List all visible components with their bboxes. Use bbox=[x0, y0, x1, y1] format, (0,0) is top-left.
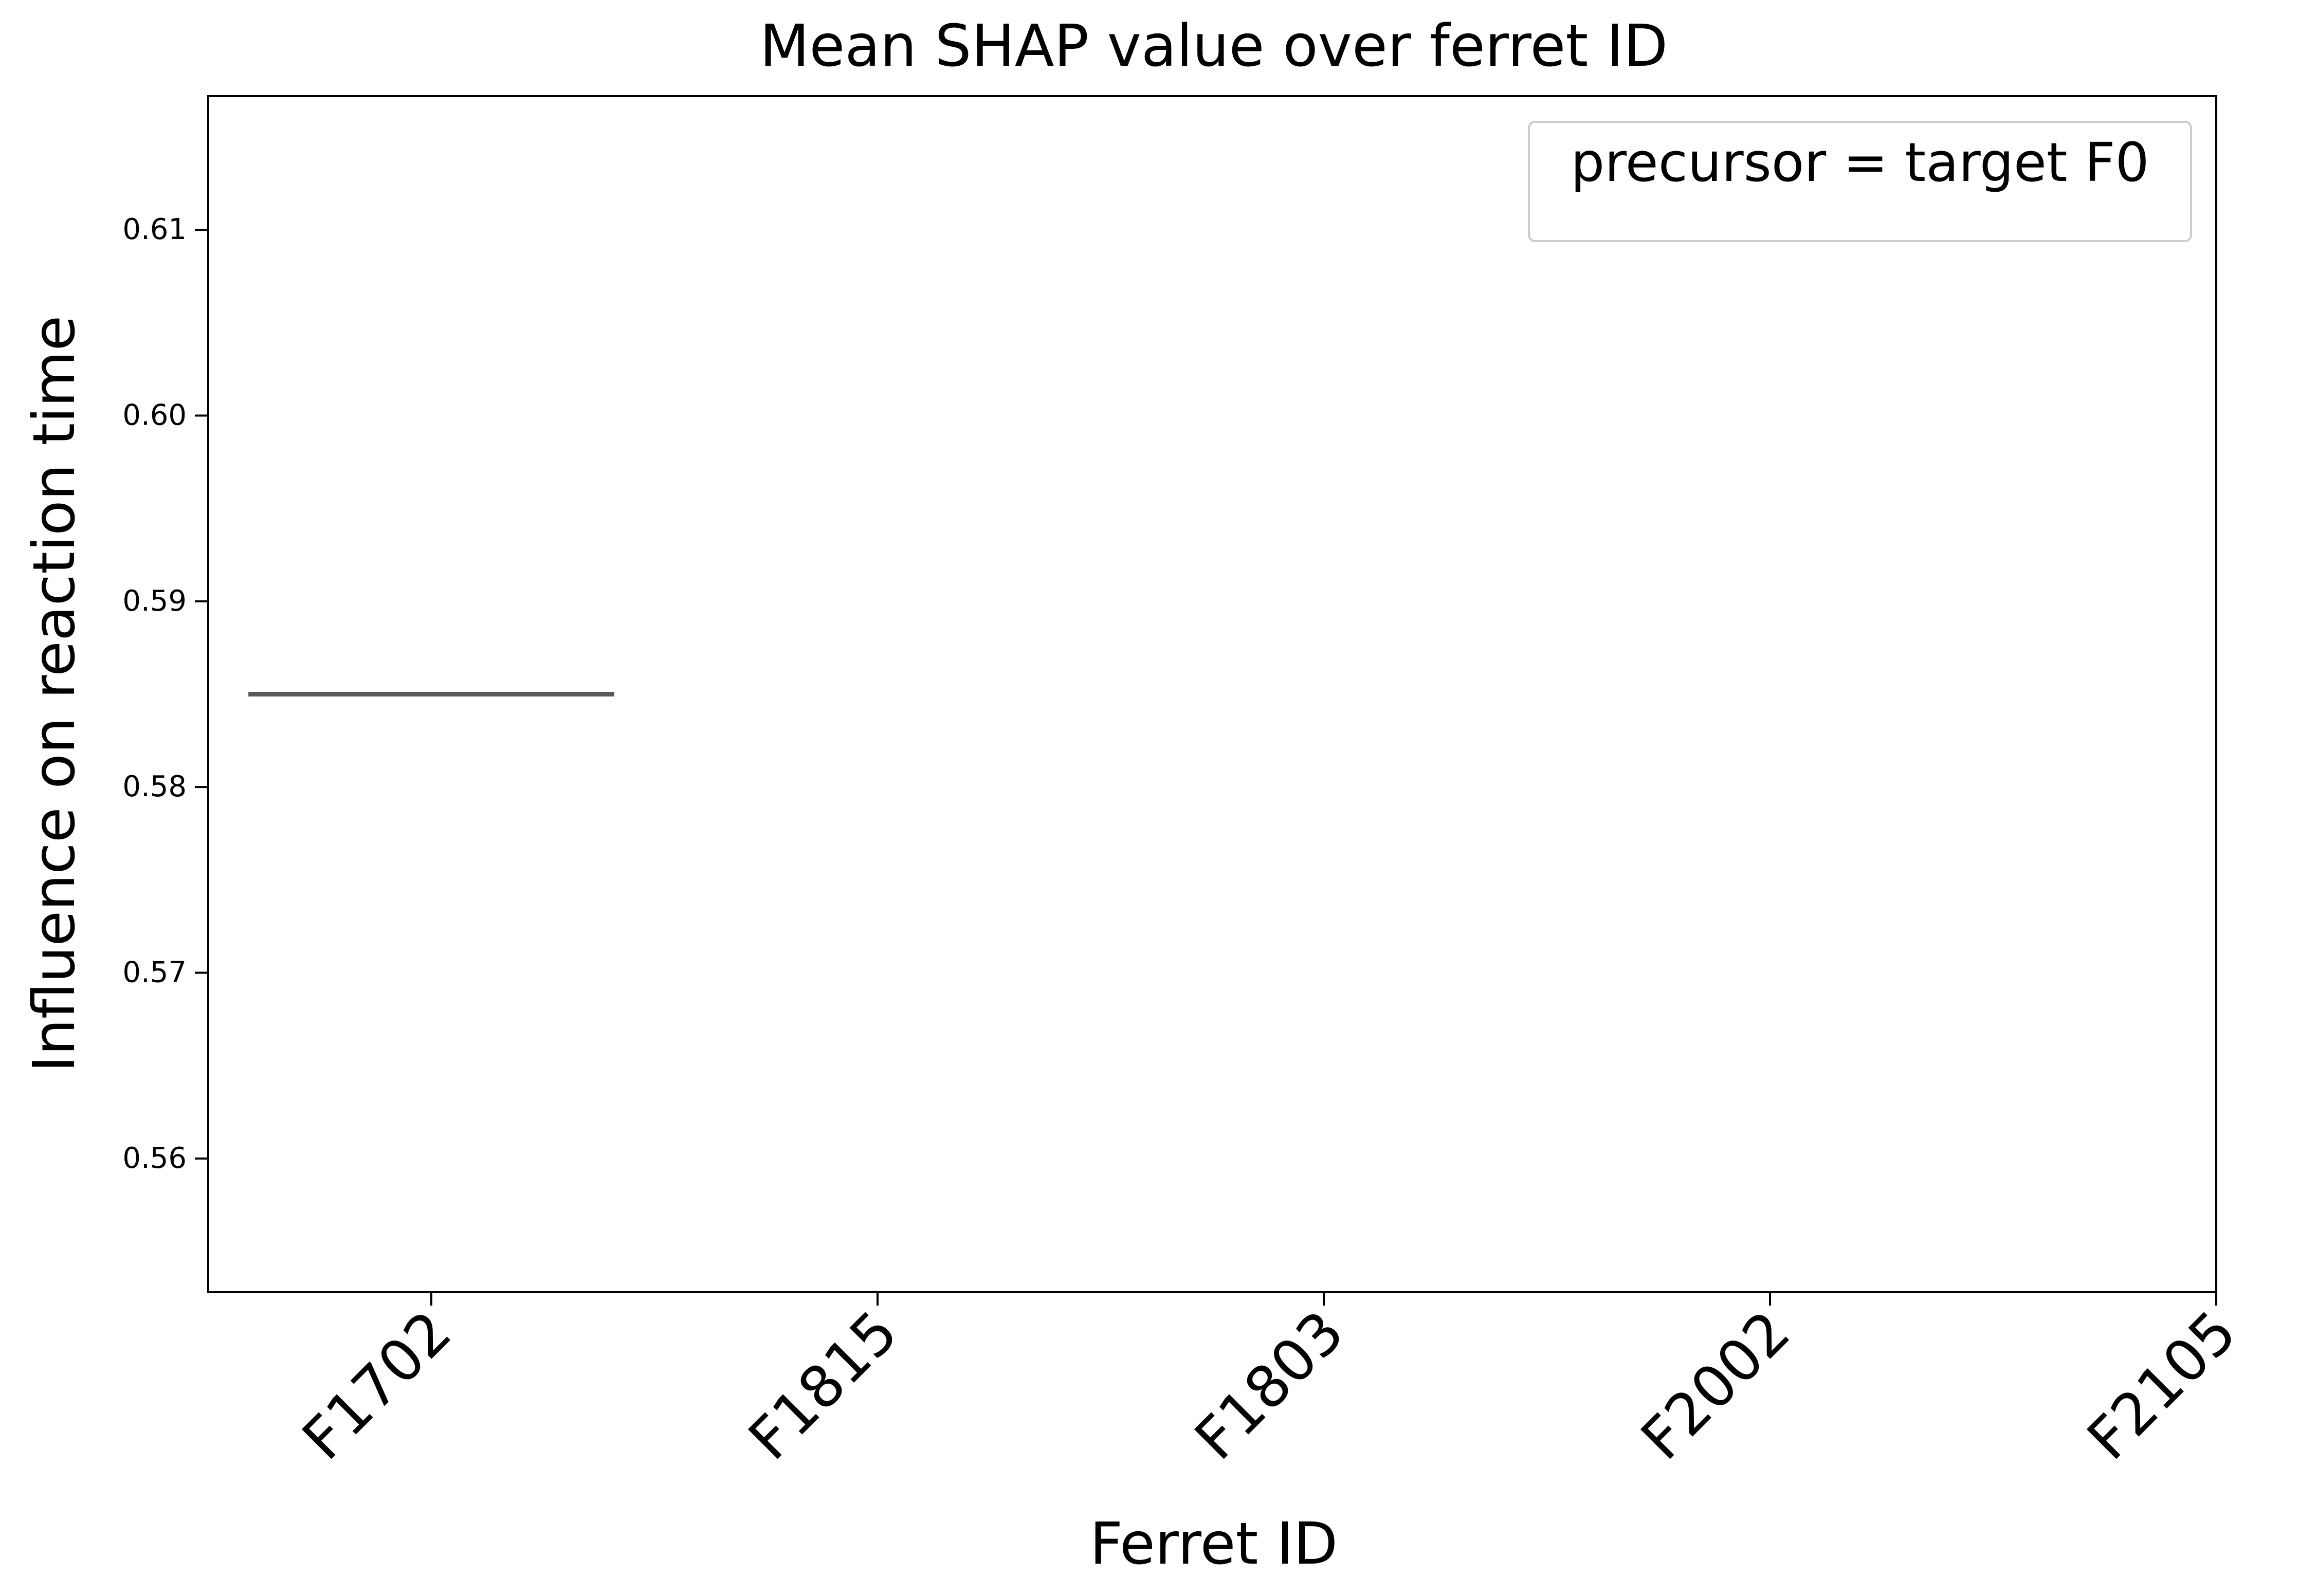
y-tick-label: 0.56 bbox=[122, 1142, 187, 1175]
y-tick-label: 0.58 bbox=[122, 770, 187, 803]
x-tick-label: F2002 bbox=[1629, 1298, 1803, 1473]
y-tick-label: 0.59 bbox=[122, 584, 187, 618]
x-tick-label: F1815 bbox=[736, 1298, 910, 1473]
y-tick-label: 0.61 bbox=[122, 213, 187, 246]
x-tick-label: F1803 bbox=[1182, 1298, 1357, 1473]
y-tick-label: 0.57 bbox=[122, 956, 187, 989]
y-axis-ticks: 0.56 0.57 0.58 0.59 0.60 0.61 bbox=[122, 213, 208, 1175]
chart-title: Mean SHAP value over ferret ID bbox=[760, 13, 1668, 80]
y-axis-label: Influence on reaction time bbox=[21, 316, 88, 1073]
x-tick-label: F1702 bbox=[290, 1298, 464, 1473]
x-axis-label: Ferret ID bbox=[1090, 1511, 1338, 1577]
legend-label: precursor = target F0 bbox=[1571, 131, 2149, 194]
y-tick-label: 0.60 bbox=[122, 398, 187, 432]
x-axis-ticks: F1702 F1815 F1803 F2002 F2105 bbox=[290, 1292, 2249, 1473]
legend-box bbox=[1528, 121, 2192, 242]
legend: precursor = target F0 bbox=[1528, 121, 2192, 242]
x-tick-label: F2105 bbox=[2075, 1298, 2249, 1473]
